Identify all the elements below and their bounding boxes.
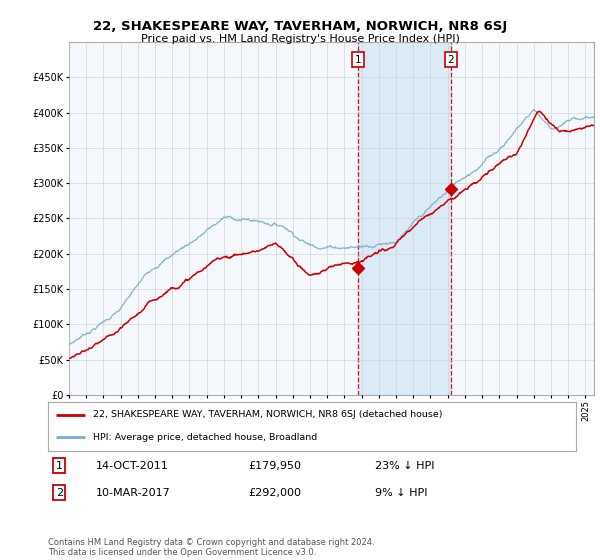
Text: 1: 1 [355,55,361,64]
Text: Price paid vs. HM Land Registry's House Price Index (HPI): Price paid vs. HM Land Registry's House … [140,34,460,44]
Bar [358,42,451,395]
Text: 22, SHAKESPEARE WAY, TAVERHAM, NORWICH, NR8 6SJ: 22, SHAKESPEARE WAY, TAVERHAM, NORWICH, … [93,20,507,32]
Text: 1: 1 [56,461,63,471]
Text: 2: 2 [56,488,63,498]
Text: 2: 2 [448,55,454,64]
Text: 9% ↓ HPI: 9% ↓ HPI [376,488,428,498]
Text: HPI: Average price, detached house, Broadland: HPI: Average price, detached house, Broa… [93,433,317,442]
Text: 10-MAR-2017: 10-MAR-2017 [95,488,170,498]
Text: 14-OCT-2011: 14-OCT-2011 [95,461,168,471]
Text: £179,950: £179,950 [248,461,302,471]
Text: 23% ↓ HPI: 23% ↓ HPI [376,461,435,471]
Text: Contains HM Land Registry data © Crown copyright and database right 2024.
This d: Contains HM Land Registry data © Crown c… [48,538,374,557]
Text: £292,000: £292,000 [248,488,302,498]
Text: 22, SHAKESPEARE WAY, TAVERHAM, NORWICH, NR8 6SJ (detached house): 22, SHAKESPEARE WAY, TAVERHAM, NORWICH, … [93,410,442,419]
